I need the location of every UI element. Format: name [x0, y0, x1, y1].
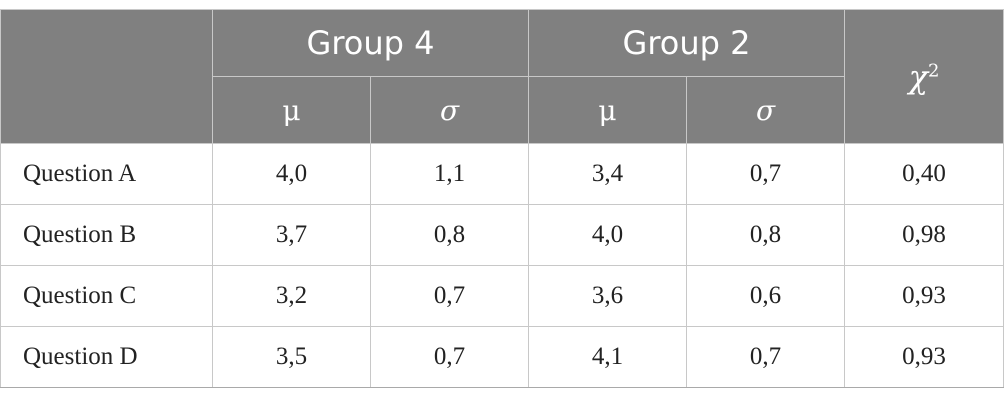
- group-4-mu-cell: 3,7: [212, 204, 371, 266]
- header-corner-cell: [0, 9, 213, 144]
- chi-squared-cell: 0,40: [844, 143, 1005, 205]
- row-label: Question D: [0, 326, 213, 388]
- header-row-groups: Group 4 Group 2 χ2: [0, 9, 1005, 144]
- group-4-sigma-cell: 0,7: [369, 326, 530, 388]
- chi-squared-cell: 0,93: [844, 265, 1005, 327]
- statistics-table: Group 4 Group 2 χ2 μ σ μ σ Question A 4,…: [0, 9, 1005, 388]
- row-label: Question B: [0, 204, 213, 266]
- chi-squared-cell: 0,98: [844, 204, 1005, 266]
- group-2-mu-cell: 4,1: [528, 326, 688, 388]
- table-row: Question A 4,0 1,1 3,4 0,7 0,40: [0, 143, 1005, 205]
- group-2-sigma-cell: 0,7: [686, 143, 846, 205]
- group-2-sigma-cell: 0,8: [686, 204, 846, 266]
- header-row-stats: μ σ μ σ: [1, 76, 1004, 144]
- group-4-mu-cell: 3,5: [212, 326, 371, 388]
- chi-exponent: 2: [928, 59, 940, 81]
- header-group-2: Group 2: [528, 9, 846, 77]
- header-group-4-sigma: σ: [369, 76, 530, 144]
- header-group-2-mu: μ: [528, 76, 688, 144]
- row-label: Question C: [0, 265, 213, 327]
- group-4-sigma-cell: 0,8: [369, 204, 530, 266]
- header-group-2-sigma: σ: [686, 76, 846, 144]
- table-header: Group 4 Group 2 χ2 μ σ μ σ: [0, 9, 1005, 144]
- group-4-sigma-cell: 0,7: [369, 265, 530, 327]
- header-group-4-mu: μ: [212, 76, 371, 144]
- table-row: Question B 3,7 0,8 4,0 0,8 0,98: [0, 204, 1005, 266]
- group-2-mu-cell: 3,6: [528, 265, 688, 327]
- table-body: Question A 4,0 1,1 3,4 0,7 0,40 Question…: [0, 143, 1005, 388]
- header-chi-squared: χ2: [844, 9, 1005, 144]
- header-group-4: Group 4: [211, 9, 530, 77]
- group-2-mu-cell: 4,0: [528, 204, 688, 266]
- table-row: Question C 3,2 0,7 3,6 0,6 0,93: [0, 265, 1005, 327]
- group-4-sigma-cell: 1,1: [369, 143, 530, 205]
- chi-squared-cell: 0,93: [844, 326, 1005, 388]
- group-2-sigma-cell: 0,7: [686, 326, 846, 388]
- chi-symbol: χ: [908, 57, 928, 96]
- group-4-mu-cell: 4,0: [212, 143, 371, 205]
- row-label: Question A: [0, 143, 213, 205]
- table-row: Question D 3,5 0,7 4,1 0,7 0,93: [0, 326, 1005, 388]
- group-4-mu-cell: 3,2: [212, 265, 371, 327]
- group-2-mu-cell: 3,4: [528, 143, 688, 205]
- group-2-sigma-cell: 0,6: [686, 265, 846, 327]
